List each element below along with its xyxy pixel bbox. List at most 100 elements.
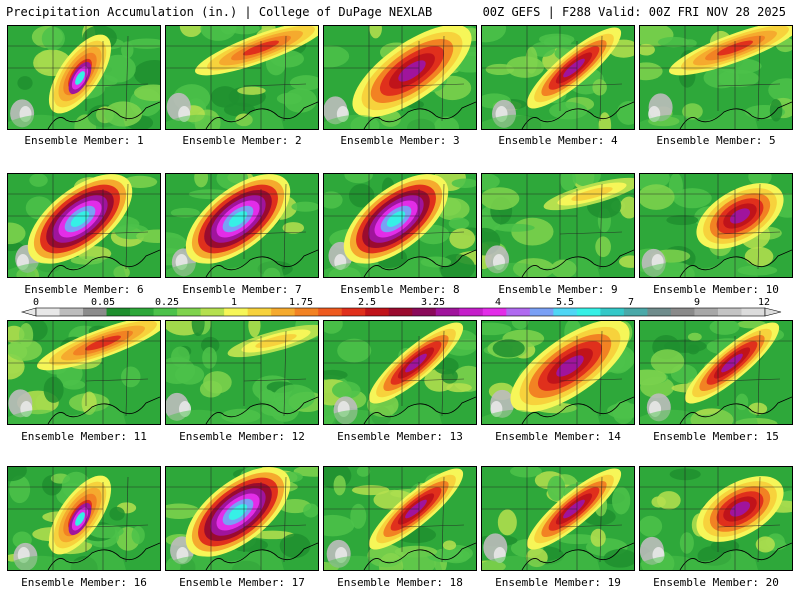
- colorbar-left-arrow: [20, 307, 37, 317]
- panel-caption: Ensemble Member: 19: [495, 576, 621, 589]
- colorbar-swatch: [294, 308, 319, 316]
- ensemble-map-panel: [165, 466, 319, 571]
- colorbar-swatch: [694, 308, 719, 316]
- panel-caption: Ensemble Member: 2: [182, 134, 302, 147]
- chart-title: Precipitation Accumulation (in.) | Colle…: [6, 5, 433, 19]
- ensemble-map-panel: [323, 173, 477, 278]
- precip-map: [166, 174, 318, 277]
- panel-caption: Ensemble Member: 1: [24, 134, 144, 147]
- colorbar-swatch: [553, 308, 578, 316]
- colorbar-swatch: [200, 308, 225, 316]
- colorbar-swatch: [83, 308, 107, 316]
- panel-caption: Ensemble Member: 3: [340, 134, 460, 147]
- precip-map: [324, 321, 476, 424]
- precip-map: [8, 467, 160, 570]
- colorbar-swatch: [130, 308, 154, 316]
- colorbar-swatch: [741, 308, 766, 316]
- colorbar-swatch: [717, 308, 742, 316]
- precip-map: [166, 467, 318, 570]
- precip-map: [640, 467, 792, 570]
- ensemble-map-panel: [481, 25, 635, 130]
- colorbar-swatch: [623, 308, 648, 316]
- ensemble-map-panel: [7, 25, 161, 130]
- precip-map: [324, 174, 476, 277]
- colorbar-swatch: [670, 308, 695, 316]
- colorbar-swatch: [271, 308, 296, 316]
- precip-map: [640, 26, 792, 129]
- ensemble-map-panel: [639, 173, 793, 278]
- ensemble-map-panel: [165, 25, 319, 130]
- colorbar-swatch: [506, 308, 531, 316]
- precip-map: [166, 26, 318, 129]
- colorbar-tick-label: 2.5: [357, 297, 377, 308]
- precip-map: [482, 174, 634, 277]
- precip-map: [324, 467, 476, 570]
- colorbar-tick-label: 5.5: [555, 297, 575, 308]
- colorbar-tick-label: 1: [230, 297, 238, 308]
- ensemble-map-panel: [323, 466, 477, 571]
- colorbar-swatch: [177, 308, 202, 316]
- precip-map: [640, 174, 792, 277]
- precip-map: [324, 26, 476, 129]
- colorbar-tick-label: 4: [494, 297, 502, 308]
- ensemble-map-panel: [323, 25, 477, 130]
- precip-map: [482, 321, 634, 424]
- ensemble-map-panel: [7, 173, 161, 278]
- panel-caption: Ensemble Member: 8: [340, 283, 460, 296]
- colorbar-tick-label: 0.25: [154, 297, 180, 308]
- colorbar-swatch: [341, 308, 366, 316]
- ensemble-map-panel: [639, 320, 793, 425]
- panel-caption: Ensemble Member: 13: [337, 430, 463, 443]
- panel-caption: Ensemble Member: 7: [182, 283, 302, 296]
- colorbar-swatch: [647, 308, 672, 316]
- colorbar-swatch: [153, 308, 178, 316]
- colorbar-swatch: [435, 308, 460, 316]
- panel-caption: Ensemble Member: 20: [653, 576, 779, 589]
- colorbar-right-arrow: [764, 307, 782, 317]
- colorbar-swatch: [59, 308, 84, 316]
- colorbar-swatch: [224, 308, 249, 316]
- precip-map: [640, 321, 792, 424]
- ensemble-map-panel: [639, 25, 793, 130]
- ensemble-map-panel: [165, 173, 319, 278]
- colorbar-swatch: [529, 308, 554, 316]
- colorbar-swatch: [412, 308, 437, 316]
- panel-caption: Ensemble Member: 12: [179, 430, 305, 443]
- precip-map: [8, 174, 160, 277]
- colorbar-tick-label: 0.05: [90, 297, 116, 308]
- colorbar-swatch: [318, 308, 343, 316]
- colorbar: [20, 307, 782, 317]
- colorbar-tick-label: 0: [32, 297, 40, 308]
- ensemble-map-panel: [7, 320, 161, 425]
- colorbar-swatch: [247, 308, 272, 316]
- panel-caption: Ensemble Member: 5: [656, 134, 776, 147]
- colorbar-tick-label: 7: [627, 297, 635, 308]
- precip-map: [166, 321, 318, 424]
- colorbar-tick-label: 1.75: [288, 297, 314, 308]
- model-run-label: 00Z GEFS | F288 Valid: 00Z FRI NOV 28 20…: [482, 5, 786, 19]
- ensemble-map-panel: [481, 173, 635, 278]
- panel-caption: Ensemble Member: 9: [498, 283, 618, 296]
- precip-map: [482, 467, 634, 570]
- panel-caption: Ensemble Member: 4: [498, 134, 618, 147]
- colorbar-swatch: [365, 308, 390, 316]
- precip-map: [8, 321, 160, 424]
- colorbar-tick-label: 9: [693, 297, 701, 308]
- panel-caption: Ensemble Member: 18: [337, 576, 463, 589]
- ensemble-map-panel: [481, 466, 635, 571]
- colorbar-swatch: [600, 308, 625, 316]
- colorbar-swatch: [388, 308, 413, 316]
- ensemble-map-panel: [165, 320, 319, 425]
- panel-caption: Ensemble Member: 6: [24, 283, 144, 296]
- colorbar-tick-label: 12: [757, 297, 771, 308]
- colorbar-swatch: [482, 308, 507, 316]
- colorbar-tick-label: 3.25: [420, 297, 446, 308]
- precip-map: [482, 26, 634, 129]
- panel-caption: Ensemble Member: 17: [179, 576, 305, 589]
- panel-caption: Ensemble Member: 14: [495, 430, 621, 443]
- ensemble-map-panel: [7, 466, 161, 571]
- panel-caption: Ensemble Member: 11: [21, 430, 147, 443]
- panel-caption: Ensemble Member: 15: [653, 430, 779, 443]
- colorbar-swatch: [36, 308, 60, 316]
- panel-caption: Ensemble Member: 16: [21, 576, 147, 589]
